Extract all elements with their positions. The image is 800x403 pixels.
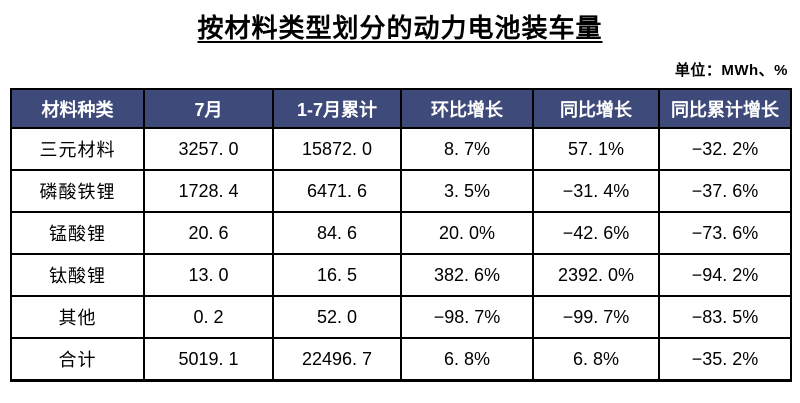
cell-mom-growth: 6. 8% <box>400 337 534 382</box>
table-row: 钛酸锂 13. 0 16. 5 382. 6% 2392. 0% −94. 2% <box>10 253 792 297</box>
cell-july: 20. 6 <box>143 211 274 255</box>
cell-material: 合计 <box>10 337 145 382</box>
battery-material-table: 材料种类 7月 1-7月累计 环比增长 同比增长 同比累计增长 三元材料 325… <box>10 88 792 382</box>
cell-july: 5019. 1 <box>143 337 274 382</box>
header-jan-jul-cumulative: 1-7月累计 <box>272 88 402 129</box>
header-yoy-growth: 同比增长 <box>532 88 660 129</box>
cell-material: 三元材料 <box>10 127 145 171</box>
table-row: 锰酸锂 20. 6 84. 6 20. 0% −42. 6% −73. 6% <box>10 211 792 255</box>
cell-material: 磷酸铁锂 <box>10 169 145 213</box>
table-row: 磷酸铁锂 1728. 4 6471. 6 3. 5% −31. 4% −37. … <box>10 169 792 213</box>
cell-yoy-cumulative-growth: −37. 6% <box>658 169 792 213</box>
table-header-row: 材料种类 7月 1-7月累计 环比增长 同比增长 同比累计增长 <box>10 88 792 129</box>
page-title: 按材料类型划分的动力电池装车量 <box>197 13 603 43</box>
cell-material: 钛酸锂 <box>10 253 145 297</box>
cell-cumulative: 52. 0 <box>272 295 402 339</box>
unit-label: 单位：MWh、% <box>674 62 788 79</box>
cell-july: 0. 2 <box>143 295 274 339</box>
cell-yoy-cumulative-growth: −73. 6% <box>658 211 792 255</box>
header-mom-growth: 环比增长 <box>400 88 534 129</box>
cell-mom-growth: 8. 7% <box>400 127 534 171</box>
cell-yoy-growth: 57. 1% <box>532 127 660 171</box>
cell-yoy-growth: −31. 4% <box>532 169 660 213</box>
cell-yoy-growth: −42. 6% <box>532 211 660 255</box>
cell-cumulative: 6471. 6 <box>272 169 402 213</box>
header-yoy-cumulative-growth: 同比累计增长 <box>658 88 792 129</box>
cell-cumulative: 15872. 0 <box>272 127 402 171</box>
cell-mom-growth: −98. 7% <box>400 295 534 339</box>
cell-cumulative: 84. 6 <box>272 211 402 255</box>
cell-cumulative: 22496. 7 <box>272 337 402 382</box>
header-material-type: 材料种类 <box>10 88 145 129</box>
cell-july: 1728. 4 <box>143 169 274 213</box>
cell-mom-growth: 20. 0% <box>400 211 534 255</box>
cell-july: 13. 0 <box>143 253 274 297</box>
cell-mom-growth: 3. 5% <box>400 169 534 213</box>
table-row: 三元材料 3257. 0 15872. 0 8. 7% 57. 1% −32. … <box>10 127 792 171</box>
table-row-total: 合计 5019. 1 22496. 7 6. 8% 6. 8% −35. 2% <box>10 337 792 382</box>
cell-yoy-cumulative-growth: −35. 2% <box>658 337 792 382</box>
table-row: 其他 0. 2 52. 0 −98. 7% −99. 7% −83. 5% <box>10 295 792 339</box>
cell-material: 锰酸锂 <box>10 211 145 255</box>
header-july: 7月 <box>143 88 274 129</box>
cell-yoy-cumulative-growth: −94. 2% <box>658 253 792 297</box>
cell-material: 其他 <box>10 295 145 339</box>
cell-yoy-growth: 2392. 0% <box>532 253 660 297</box>
cell-mom-growth: 382. 6% <box>400 253 534 297</box>
cell-july: 3257. 0 <box>143 127 274 171</box>
cell-yoy-growth: 6. 8% <box>532 337 660 382</box>
cell-yoy-cumulative-growth: −32. 2% <box>658 127 792 171</box>
cell-yoy-growth: −99. 7% <box>532 295 660 339</box>
cell-cumulative: 16. 5 <box>272 253 402 297</box>
cell-yoy-cumulative-growth: −83. 5% <box>658 295 792 339</box>
